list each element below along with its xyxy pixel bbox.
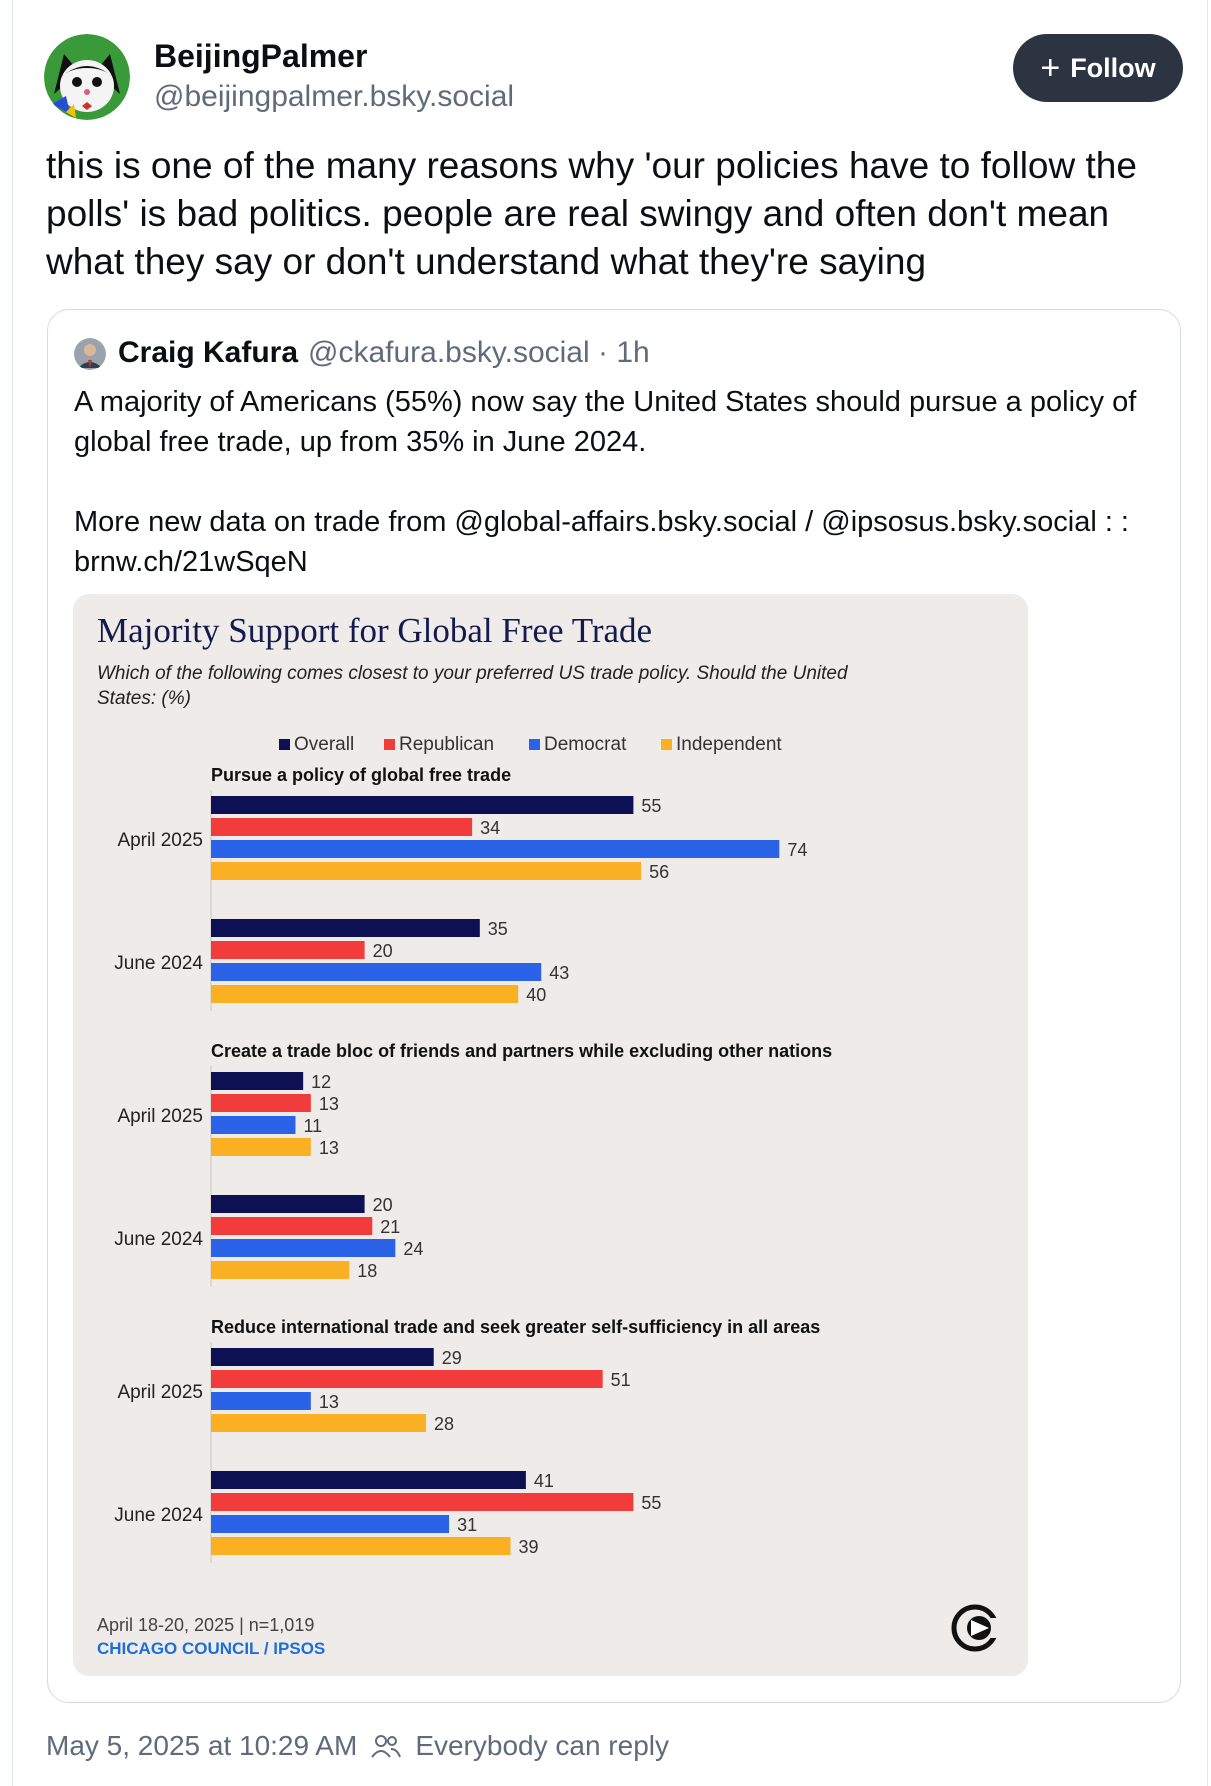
quoted-text-paragraph-1: A majority of Americans (55%) now say th… <box>74 386 1137 458</box>
post-timestamp[interactable]: May 5, 2025 at 10:29 AM <box>46 1730 358 1761</box>
bar-value-label: 41 <box>534 1471 554 1491</box>
follow-button[interactable]: + Follow <box>1013 34 1183 102</box>
bar-independent <box>211 1537 511 1555</box>
bar-republican <box>211 818 473 836</box>
chart-source: CHICAGO COUNCIL / IPSOS <box>97 1639 325 1658</box>
quoted-text-paragraph-2: More new data on trade from @global-affa… <box>74 506 1129 578</box>
bar-value-label: 13 <box>319 1138 339 1158</box>
quoted-post[interactable]: Craig Kafura @ckafura.bsky.social · 1h A… <box>47 309 1181 1703</box>
chart-image[interactable]: Majority Support for Global Free Trade Wh… <box>73 594 1028 1676</box>
period-label: April 2025 <box>117 1382 203 1403</box>
bar-democrat <box>211 1392 311 1410</box>
bar-value-label: 55 <box>641 796 661 816</box>
chart-subtitle-line-1: Which of the following comes closest to … <box>97 663 849 684</box>
post-footer: May 5, 2025 at 10:29 AM Everybody can re… <box>46 1730 669 1762</box>
post-text: this is one of the many reasons why 'our… <box>46 145 1137 282</box>
bar-republican <box>211 1370 603 1388</box>
bar-independent <box>211 1138 311 1156</box>
reply-setting[interactable]: Everybody can reply <box>415 1730 669 1761</box>
plus-icon: + <box>1040 49 1061 87</box>
chart-note: April 18-20, 2025 | n=1,019 <box>97 1615 314 1635</box>
bar-republican <box>211 1094 311 1112</box>
bar-value-label: 35 <box>488 919 508 939</box>
group-label-1: Pursue a policy of global free trade <box>211 765 511 785</box>
bar-independent <box>211 985 519 1003</box>
bar-value-label: 21 <box>380 1217 400 1237</box>
bar-democrat <box>211 1239 396 1257</box>
bar-overall <box>211 1348 434 1366</box>
bar-value-label: 39 <box>519 1537 539 1557</box>
bar-value-label: 31 <box>457 1515 477 1535</box>
bar-overall <box>211 1195 365 1213</box>
chicago-council-logo-icon <box>951 1604 1001 1652</box>
quoted-author-avatar[interactable] <box>74 338 106 370</box>
quoted-author-name[interactable]: Craig Kafura <box>118 336 299 369</box>
bar-democrat <box>211 963 542 981</box>
quoted-post-text: A majority of Americans (55%) now say th… <box>74 382 1154 582</box>
bar-value-label: 40 <box>526 985 546 1005</box>
legend-label-overall: Overall <box>294 734 354 755</box>
bar-value-label: 34 <box>480 818 500 838</box>
bar-republican <box>211 1493 634 1511</box>
bar-independent <box>211 1414 427 1432</box>
bar-value-label: 12 <box>311 1072 331 1092</box>
quoted-author-meta[interactable]: @ckafura.bsky.social · 1h <box>308 336 650 369</box>
bar-value-label: 51 <box>611 1370 631 1390</box>
legend-swatch-republican <box>384 739 395 750</box>
bar-democrat <box>211 1515 450 1533</box>
bar-republican <box>211 941 365 959</box>
legend-label-republican: Republican <box>399 734 494 755</box>
period-label: April 2025 <box>117 830 203 851</box>
period-label: June 2024 <box>114 1229 203 1250</box>
bar-value-label: 18 <box>357 1261 377 1281</box>
people-icon <box>371 1735 402 1758</box>
author-avatar[interactable] <box>44 34 130 120</box>
bar-value-label: 20 <box>373 941 393 961</box>
legend-swatch-independent <box>661 739 672 750</box>
bar-value-label: 20 <box>373 1195 393 1215</box>
legend-label-democrat: Democrat <box>544 734 627 755</box>
period-label: June 2024 <box>114 1505 203 1526</box>
group-label-2: Create a trade bloc of friends and partn… <box>211 1041 832 1061</box>
chart-subtitle-line-2: States: (%) <box>97 688 191 709</box>
post-frame <box>12 0 1208 1786</box>
bar-value-label: 13 <box>319 1094 339 1114</box>
bar-value-label: 29 <box>442 1348 462 1368</box>
bar-value-label: 11 <box>303 1116 322 1136</box>
bar-independent <box>211 1261 350 1279</box>
bar-value-label: 24 <box>403 1239 423 1259</box>
period-label: April 2025 <box>117 1106 203 1127</box>
bar-value-label: 43 <box>549 963 569 983</box>
bar-overall <box>211 919 480 937</box>
chart-title: Majority Support for Global Free Trade <box>97 611 652 650</box>
bar-democrat <box>211 1116 296 1134</box>
bar-overall <box>211 1072 304 1090</box>
period-label: June 2024 <box>114 953 203 974</box>
bar-overall <box>211 1471 526 1489</box>
author-display-name[interactable]: BeijingPalmer <box>154 38 368 74</box>
bar-independent <box>211 862 642 880</box>
bar-overall <box>211 796 634 814</box>
bar-democrat <box>211 840 780 858</box>
legend-swatch-overall <box>279 739 290 750</box>
legend-label-independent: Independent <box>676 734 782 755</box>
group-label-3: Reduce international trade and seek grea… <box>211 1317 820 1337</box>
follow-label: Follow <box>1070 52 1156 83</box>
bar-value-label: 56 <box>649 862 669 882</box>
bar-value-label: 28 <box>434 1414 454 1434</box>
bar-value-label: 13 <box>319 1392 339 1412</box>
bar-value-label: 74 <box>787 840 807 860</box>
trade-chart: Majority Support for Global Free Trade Wh… <box>97 611 1001 1658</box>
author-handle[interactable]: @beijingpalmer.bsky.social <box>154 80 515 113</box>
bar-value-label: 55 <box>641 1493 661 1513</box>
bar-republican <box>211 1217 373 1235</box>
legend-swatch-democrat <box>529 739 540 750</box>
